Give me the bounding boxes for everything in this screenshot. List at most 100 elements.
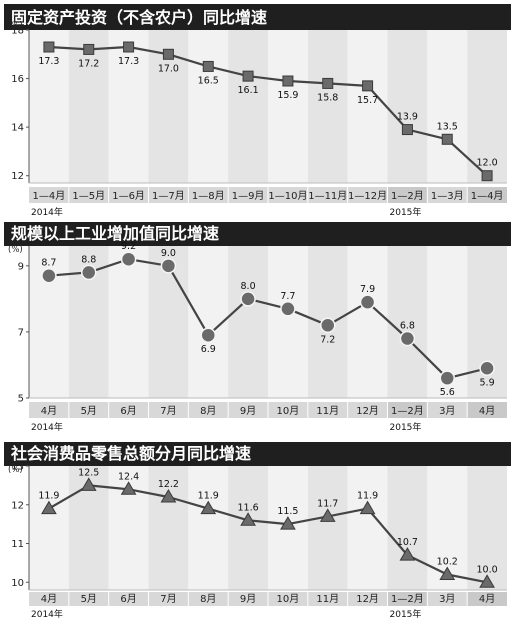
title-bar (4, 222, 511, 246)
label-band (268, 402, 308, 418)
data-point (439, 566, 456, 580)
data-point (319, 508, 336, 522)
data-point (240, 512, 256, 526)
data-point (160, 489, 177, 503)
x-tick-label: 1—5月 (72, 190, 105, 202)
label-band (108, 592, 149, 606)
y-tick-label: 13 (11, 462, 24, 473)
label-band (268, 187, 308, 203)
x-tick-label: 1—2月 (391, 190, 424, 202)
column-band (108, 30, 149, 183)
data-point (202, 60, 214, 72)
data-point (200, 327, 216, 343)
data-label: 7.2 (320, 334, 335, 345)
column-band (268, 30, 308, 183)
chart-panel-3: 社会消费品零售总额分月同比增速 (%) 10 11 12 13 4月 5月 6月 7月 8月 9月 10… (4, 442, 511, 620)
data-point (240, 291, 256, 307)
x-tick-label: 1—4月 (33, 190, 66, 202)
x-tick-label: 5月 (81, 593, 97, 605)
column-band (307, 30, 348, 183)
label-band (108, 187, 149, 203)
data-label: 16.5 (198, 75, 219, 86)
data-point (41, 500, 57, 515)
label-band (228, 592, 268, 606)
column-band (108, 246, 149, 398)
x-tick-label: 12月 (356, 593, 379, 605)
column-band (29, 466, 69, 590)
column-band (387, 30, 428, 183)
column-band (307, 466, 348, 590)
data-label: 10.2 (437, 557, 458, 568)
data-point (362, 80, 374, 92)
data-label: 12.0 (477, 158, 498, 169)
label-band (68, 592, 109, 606)
data-label: 13.9 (397, 112, 418, 123)
chart-panel-1: 固定资产投资（不含农户）同比增速(%) 12 14 16 18 1—4月 1—5月 1—6月 1… (4, 4, 511, 218)
label-band (347, 592, 388, 606)
label-band (427, 402, 468, 418)
column-band (148, 466, 189, 590)
y-unit: (%) (8, 465, 23, 475)
x-tick-label: 3月 (439, 593, 455, 605)
label-band (427, 187, 468, 203)
year-label: 2015年 (390, 421, 422, 433)
data-label: 11.9 (38, 491, 59, 502)
data-label: 8.0 (241, 281, 256, 292)
data-point (439, 370, 455, 386)
x-tick-label: 1—12月 (348, 190, 387, 202)
data-label: 11.7 (317, 498, 338, 509)
year-label: 2014年 (31, 421, 63, 433)
data-point (120, 251, 137, 267)
data-label: 17.0 (158, 63, 179, 74)
data-point (280, 301, 296, 317)
data-label: 5.9 (480, 377, 495, 388)
y-tick-label: 5 (18, 394, 24, 405)
x-tick-label: 10月 (277, 593, 300, 605)
label-band (29, 592, 69, 606)
label-band (228, 187, 268, 203)
data-point (320, 317, 336, 334)
data-label: 11.6 (238, 502, 259, 513)
label-band (467, 402, 507, 418)
label-band (387, 402, 428, 418)
x-tick-label: 7月 (160, 405, 176, 417)
column-band (228, 466, 268, 590)
x-tick-label: 1—2月 (391, 405, 424, 417)
x-tick-label: 8月 (200, 593, 216, 605)
column-band (228, 30, 268, 183)
year-label: 2015年 (390, 206, 422, 218)
data-point (359, 500, 376, 515)
y-tick-label: 7 (18, 327, 24, 338)
x-tick-label: 6月 (120, 593, 136, 605)
label-band (29, 187, 69, 203)
data-point (83, 43, 95, 55)
x-tick-label: 4月 (479, 405, 495, 417)
x-tick-label: 1—9月 (232, 190, 265, 202)
data-label: 11.9 (198, 491, 219, 502)
y-unit: (%) (8, 245, 23, 255)
x-tick-label: 4月 (479, 593, 495, 605)
label-band (148, 187, 189, 203)
x-tick-label: 1—11月 (308, 190, 347, 202)
y-tick-label: 12 (11, 171, 24, 182)
x-tick-label: 5月 (81, 405, 97, 417)
data-point (280, 516, 296, 530)
data-label: 8.8 (81, 254, 96, 265)
y-tick-label: 12 (11, 500, 24, 511)
y-unit: (%) (8, 21, 23, 31)
column-band (228, 246, 268, 398)
title-bar (4, 442, 511, 466)
y-tick-label: 11 (11, 539, 24, 550)
x-tick-label: 1—3月 (431, 190, 464, 202)
data-point (160, 258, 177, 274)
data-point (123, 41, 135, 53)
data-label: 6.9 (201, 344, 216, 355)
data-label: 8.7 (41, 258, 56, 269)
label-band (307, 187, 348, 203)
data-label: 6.8 (400, 321, 415, 332)
x-tick-label: 8月 (200, 405, 216, 417)
label-band (108, 402, 149, 418)
data-label: 11.9 (357, 491, 378, 502)
title-bar (4, 4, 511, 30)
data-point (359, 294, 376, 310)
